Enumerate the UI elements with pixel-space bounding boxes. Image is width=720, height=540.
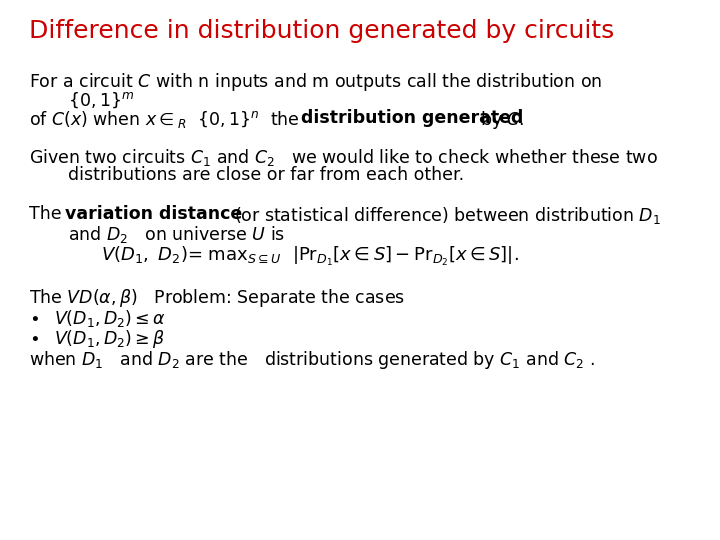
Text: Given two circuits $C_1$ and $C_2$   we would like to check whether these two: Given two circuits $C_1$ and $C_2$ we wo…: [29, 147, 657, 168]
Text: variation distance: variation distance: [65, 205, 242, 223]
Text: $\{0,1\}^m$: $\{0,1\}^m$: [68, 90, 135, 110]
Text: distribution generated: distribution generated: [301, 109, 523, 127]
Text: Difference in distribution generated by circuits: Difference in distribution generated by …: [29, 19, 614, 43]
Text: and $D_2$   on universe $U$ is: and $D_2$ on universe $U$ is: [68, 224, 286, 245]
Text: when $D_1$   and $D_2$ are the   distributions generated by $C_1$ and $C_2$ .: when $D_1$ and $D_2$ are the distributio…: [29, 349, 595, 371]
Text: The: The: [29, 205, 73, 223]
Text: $\bullet$: $\bullet$: [29, 328, 39, 346]
Text: of $C(x)$ when $x \in_R$  $\{0,1\}^n$  the: of $C(x)$ when $x \in_R$ $\{0,1\}^n$ the: [29, 109, 300, 130]
Text: $V(D_1, D_2) \geq \beta$: $V(D_1, D_2) \geq \beta$: [54, 328, 166, 350]
Text: $V(D_1,\ D_2)$= max$_{S\subseteq U}$  $|\mathrm{Pr}_{D_1}[x\in S] - \mathrm{Pr}_: $V(D_1,\ D_2)$= max$_{S\subseteq U}$ $|\…: [101, 245, 518, 268]
Text: $V(D_1, D_2) \leq \alpha$: $V(D_1, D_2) \leq \alpha$: [54, 308, 166, 329]
Text: For a circuit $C$ with n inputs and m outputs call the distribution on: For a circuit $C$ with n inputs and m ou…: [29, 71, 602, 93]
Text: by $C$.: by $C$.: [480, 109, 525, 131]
Text: The $VD(\alpha,\beta)$   Problem: Separate the cases: The $VD(\alpha,\beta)$ Problem: Separate…: [29, 287, 405, 309]
Text: distributions are close or far from each other.: distributions are close or far from each…: [68, 166, 464, 184]
Text: (or statistical difference) between distribution $D_1$: (or statistical difference) between dist…: [234, 205, 661, 226]
Text: $\bullet$: $\bullet$: [29, 308, 39, 326]
